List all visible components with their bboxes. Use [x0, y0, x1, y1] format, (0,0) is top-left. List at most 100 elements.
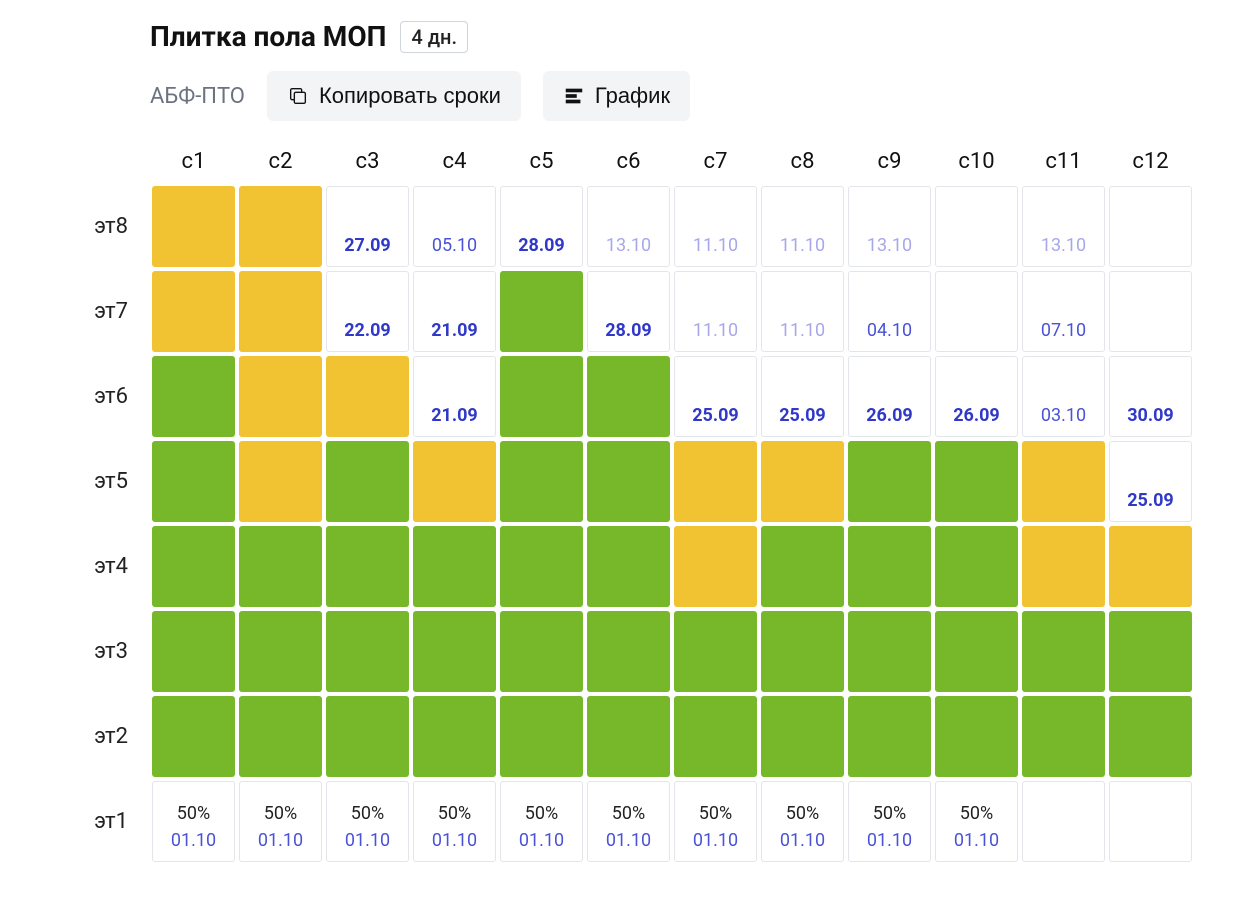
grid-cell[interactable] — [237, 439, 324, 524]
grid-cell[interactable] — [150, 524, 237, 609]
grid-cell[interactable] — [1107, 694, 1194, 779]
cell-date: 13.10 — [1041, 234, 1086, 258]
grid-cell[interactable] — [933, 439, 1020, 524]
grid-cell[interactable] — [237, 184, 324, 269]
grid-cell[interactable] — [1020, 439, 1107, 524]
grid-cell[interactable] — [411, 694, 498, 779]
grid-cell[interactable] — [237, 354, 324, 439]
grid-cell[interactable]: 13.10 — [585, 184, 672, 269]
grid-cell[interactable] — [411, 609, 498, 694]
grid-cell[interactable]: 27.09 — [324, 184, 411, 269]
grid-cell[interactable] — [585, 524, 672, 609]
grid-cell[interactable] — [498, 354, 585, 439]
grid-cell[interactable]: 50%01.10 — [585, 779, 672, 864]
grid-cell[interactable] — [1020, 609, 1107, 694]
grid-cell[interactable] — [585, 609, 672, 694]
grid-cell[interactable]: 50%01.10 — [498, 779, 585, 864]
grid-cell[interactable] — [585, 694, 672, 779]
grid-cell[interactable]: 07.10 — [1020, 269, 1107, 354]
grid-cell[interactable]: 28.09 — [585, 269, 672, 354]
grid-cell[interactable] — [846, 439, 933, 524]
grid-cell[interactable] — [498, 439, 585, 524]
grid-cell[interactable] — [498, 609, 585, 694]
cell-percent: 50% — [438, 802, 471, 826]
grid-cell[interactable]: 04.10 — [846, 269, 933, 354]
grid-cell[interactable] — [324, 694, 411, 779]
grid-cell[interactable] — [237, 524, 324, 609]
grid-cell[interactable]: 13.10 — [1020, 184, 1107, 269]
grid-cell[interactable]: 50%01.10 — [150, 779, 237, 864]
grid-cell[interactable] — [1020, 524, 1107, 609]
grid-cell[interactable] — [1107, 269, 1194, 354]
grid-cell[interactable] — [1107, 779, 1194, 864]
grid-cell[interactable] — [1107, 524, 1194, 609]
grid-cell[interactable] — [759, 524, 846, 609]
grid-cell[interactable] — [237, 269, 324, 354]
grid-cell[interactable]: 50%01.10 — [672, 779, 759, 864]
chart-button[interactable]: График — [543, 71, 690, 121]
grid-cell[interactable] — [933, 269, 1020, 354]
grid-cell[interactable]: 50%01.10 — [933, 779, 1020, 864]
grid-cell[interactable] — [672, 439, 759, 524]
grid-cell[interactable] — [150, 694, 237, 779]
grid-cell[interactable]: 13.10 — [846, 184, 933, 269]
grid-cell[interactable] — [933, 524, 1020, 609]
grid-cell[interactable] — [933, 609, 1020, 694]
grid-cell[interactable] — [672, 609, 759, 694]
grid-cell[interactable] — [150, 269, 237, 354]
grid-cell[interactable] — [411, 524, 498, 609]
grid-cell[interactable] — [150, 354, 237, 439]
grid-cell[interactable] — [150, 184, 237, 269]
grid-cell[interactable] — [846, 609, 933, 694]
grid-cell[interactable] — [237, 694, 324, 779]
grid-cell[interactable]: 26.09 — [846, 354, 933, 439]
grid-cell[interactable] — [585, 354, 672, 439]
grid-cell[interactable] — [150, 439, 237, 524]
copy-deadlines-button[interactable]: Копировать сроки — [267, 71, 521, 121]
grid-cell[interactable] — [498, 694, 585, 779]
grid-cell[interactable]: 50%01.10 — [846, 779, 933, 864]
grid-cell[interactable] — [1020, 779, 1107, 864]
grid-cell[interactable]: 50%01.10 — [237, 779, 324, 864]
grid-cell[interactable]: 50%01.10 — [324, 779, 411, 864]
grid-cell[interactable] — [759, 609, 846, 694]
grid-cell[interactable]: 26.09 — [933, 354, 1020, 439]
grid-cell[interactable]: 11.10 — [672, 269, 759, 354]
grid-cell[interactable] — [672, 524, 759, 609]
grid-cell[interactable]: 25.09 — [1107, 439, 1194, 524]
grid-cell[interactable] — [150, 609, 237, 694]
grid-cell[interactable] — [498, 524, 585, 609]
grid-cell[interactable]: 21.09 — [411, 269, 498, 354]
grid-cell[interactable] — [1020, 694, 1107, 779]
grid-cell[interactable]: 30.09 — [1107, 354, 1194, 439]
grid-cell[interactable]: 05.10 — [411, 184, 498, 269]
grid-cell[interactable] — [237, 609, 324, 694]
grid-cell[interactable] — [324, 524, 411, 609]
grid-cell[interactable]: 50%01.10 — [411, 779, 498, 864]
grid-cell[interactable] — [324, 609, 411, 694]
grid-cell[interactable] — [1107, 609, 1194, 694]
grid-cell[interactable]: 21.09 — [411, 354, 498, 439]
grid-cell[interactable] — [1107, 184, 1194, 269]
grid-cell[interactable]: 11.10 — [759, 269, 846, 354]
grid-cell[interactable]: 25.09 — [672, 354, 759, 439]
grid-cell[interactable]: 50%01.10 — [759, 779, 846, 864]
grid-cell[interactable]: 22.09 — [324, 269, 411, 354]
grid-cell[interactable] — [411, 439, 498, 524]
grid-cell[interactable] — [759, 694, 846, 779]
grid-cell[interactable]: 28.09 — [498, 184, 585, 269]
grid-cell[interactable] — [846, 524, 933, 609]
grid-cell[interactable] — [324, 354, 411, 439]
grid-cell[interactable] — [672, 694, 759, 779]
grid-cell[interactable] — [933, 184, 1020, 269]
grid-cell[interactable] — [933, 694, 1020, 779]
grid-cell[interactable]: 25.09 — [759, 354, 846, 439]
grid-cell[interactable]: 03.10 — [1020, 354, 1107, 439]
grid-cell[interactable] — [759, 439, 846, 524]
grid-cell[interactable]: 11.10 — [672, 184, 759, 269]
grid-cell[interactable]: 11.10 — [759, 184, 846, 269]
grid-cell[interactable] — [324, 439, 411, 524]
grid-cell[interactable] — [585, 439, 672, 524]
grid-cell[interactable] — [846, 694, 933, 779]
grid-cell[interactable] — [498, 269, 585, 354]
